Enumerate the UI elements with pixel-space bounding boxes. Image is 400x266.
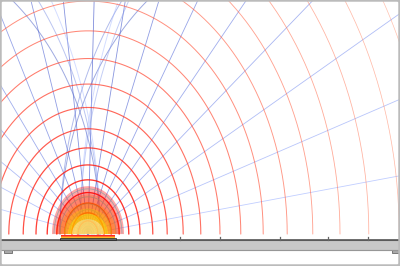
Bar (62, 241, 115, 242)
Polygon shape (52, 186, 124, 234)
Bar (62, 242, 115, 243)
Bar (62, 237, 115, 239)
Polygon shape (68, 214, 108, 234)
Bar (62, 244, 115, 246)
Bar (62, 246, 115, 247)
Bar (62, 236, 115, 237)
Bar (62, 240, 115, 241)
Polygon shape (56, 194, 120, 234)
Bar (62, 243, 115, 244)
Polygon shape (60, 202, 116, 234)
Bar (392, 240, 400, 253)
Polygon shape (72, 219, 104, 234)
Bar (62, 235, 115, 236)
Bar (60, 238, 116, 240)
Bar (0, 240, 400, 250)
Bar (62, 238, 115, 240)
Bar (4, 240, 12, 253)
Polygon shape (64, 209, 112, 234)
